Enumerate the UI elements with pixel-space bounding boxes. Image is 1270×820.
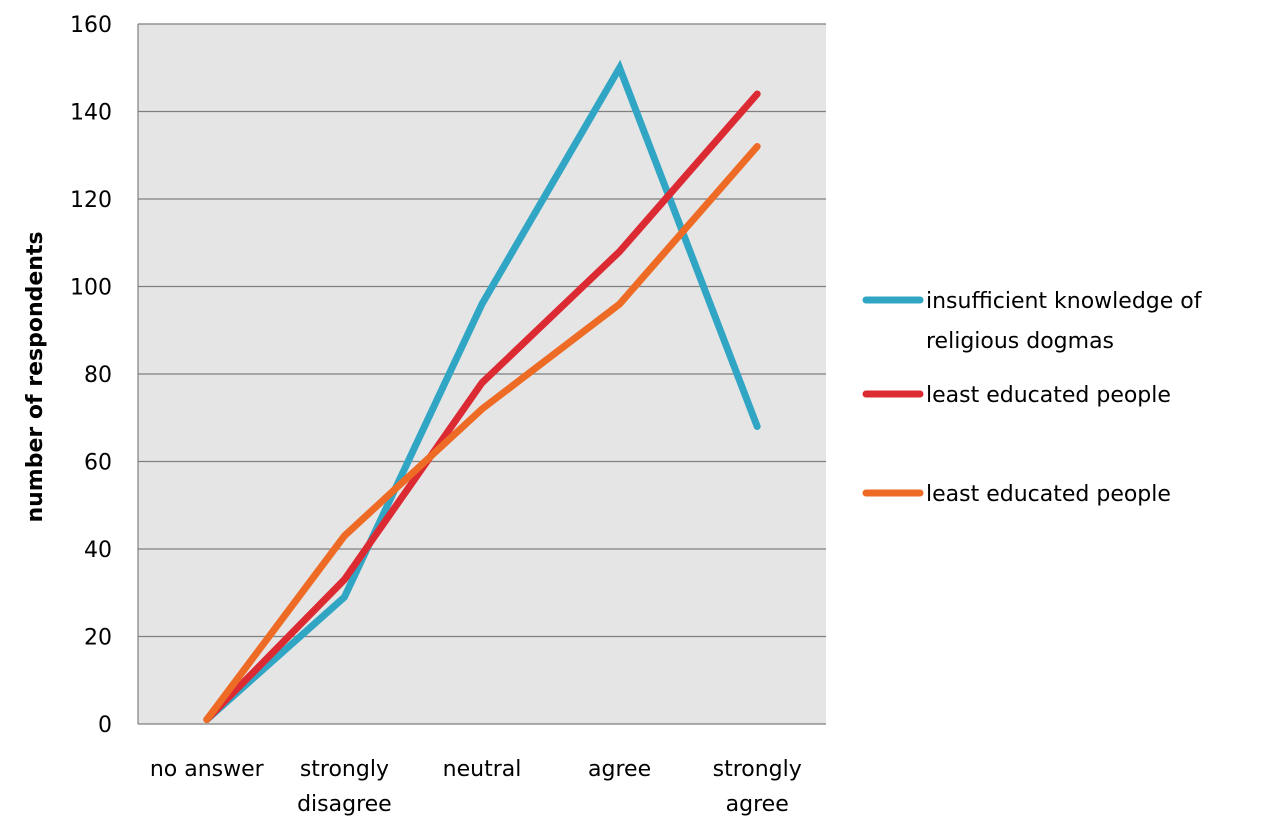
y-tick-label: 160 bbox=[70, 13, 112, 38]
y-axis-ticks: 0 20 40 60 80 100 120 140 160 bbox=[70, 13, 112, 738]
legend-label: least educated people bbox=[926, 482, 1171, 507]
series-lines bbox=[203, 59, 761, 724]
legend-label: least educated people bbox=[926, 383, 1171, 408]
y-tick-label: 140 bbox=[70, 101, 112, 126]
legend-label: insufficient knowledge of religious dogma… bbox=[926, 289, 1203, 354]
x-category-label: strongly agree bbox=[713, 757, 802, 817]
y-axis-title: number of respondents bbox=[23, 231, 48, 522]
y-tick-label: 0 bbox=[98, 713, 112, 738]
series-line-3 bbox=[203, 143, 761, 724]
legend: insufficient knowledge of religious dogma… bbox=[862, 289, 1203, 507]
x-category-label: agree bbox=[588, 757, 651, 782]
y-tick-label: 60 bbox=[84, 451, 112, 476]
x-category-label: strongly disagree bbox=[297, 757, 392, 817]
y-tick-label: 40 bbox=[84, 538, 112, 563]
series-line-1 bbox=[203, 59, 761, 724]
y-tick-label: 120 bbox=[70, 188, 112, 213]
x-category-label: no answer bbox=[150, 757, 265, 782]
y-tick-label: 100 bbox=[70, 276, 112, 301]
x-category-label: neutral bbox=[443, 757, 522, 782]
series-line-2 bbox=[203, 90, 761, 724]
y-tick-label: 20 bbox=[84, 626, 112, 651]
y-tick-label: 80 bbox=[84, 363, 112, 388]
x-axis-categories: no answer strongly disagree neutral agree str… bbox=[150, 757, 802, 817]
